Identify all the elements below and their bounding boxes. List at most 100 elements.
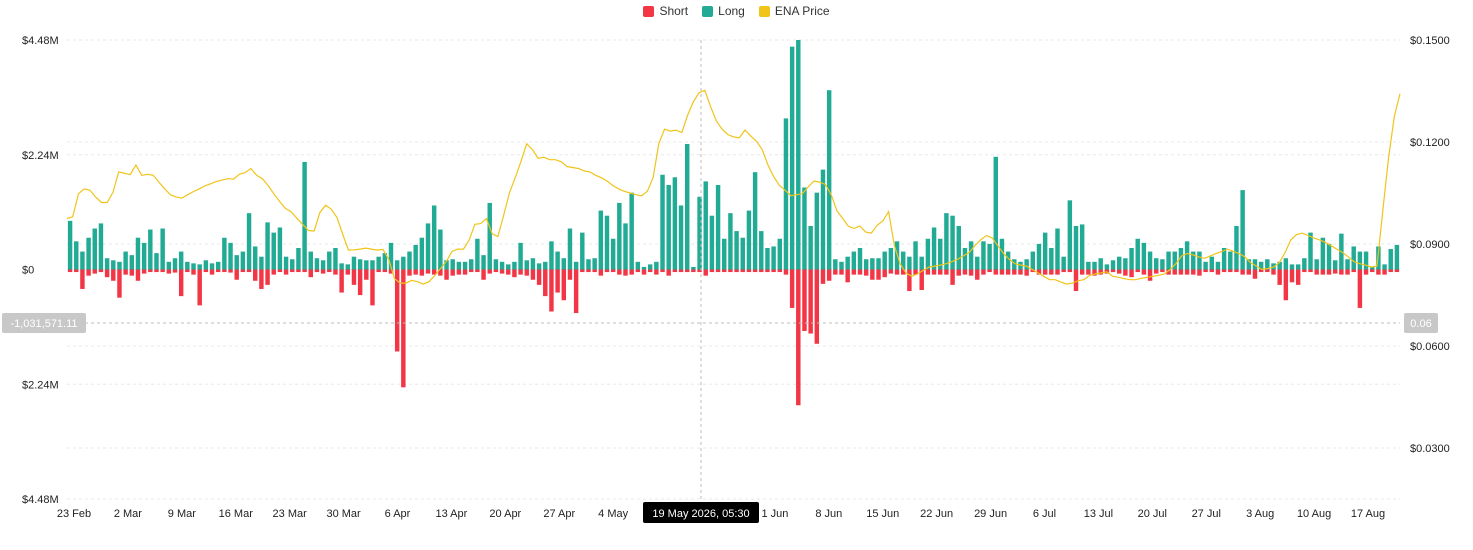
long-bar[interactable] [1265, 259, 1270, 270]
short-bar[interactable] [1370, 269, 1375, 273]
long-bar[interactable] [672, 177, 678, 270]
ena-price-line[interactable] [66, 89, 1401, 285]
legend-item-short[interactable]: Short [643, 4, 688, 18]
short-bar[interactable] [518, 269, 523, 275]
long-bar[interactable] [1320, 237, 1326, 270]
long-bar[interactable] [1394, 244, 1400, 270]
short-bar[interactable] [555, 269, 560, 293]
short-bar[interactable] [1289, 269, 1295, 283]
short-bar[interactable] [80, 269, 85, 289]
legend-item-long[interactable]: Long [702, 4, 745, 18]
short-bar[interactable] [530, 269, 536, 280]
long-bar[interactable] [907, 256, 912, 270]
long-bar[interactable] [388, 242, 394, 270]
long-bar[interactable] [1351, 246, 1356, 270]
short-bar[interactable] [684, 269, 690, 273]
short-bar[interactable] [487, 269, 492, 274]
long-bar[interactable] [1197, 251, 1202, 270]
long-bar[interactable] [944, 213, 949, 270]
long-bar[interactable] [215, 261, 221, 270]
short-bar[interactable] [863, 269, 869, 276]
short-bar[interactable] [968, 269, 974, 276]
long-bar[interactable] [351, 256, 357, 270]
short-bar[interactable] [401, 269, 406, 388]
long-bar[interactable] [1116, 256, 1122, 270]
long-bar[interactable] [1363, 251, 1369, 270]
short-bar[interactable] [197, 269, 202, 306]
long-bar[interactable] [290, 259, 295, 270]
long-bar[interactable] [1326, 243, 1332, 270]
short-bar[interactable] [1240, 269, 1245, 275]
long-bar[interactable] [1246, 259, 1252, 270]
short-bar[interactable] [938, 269, 943, 275]
long-bar[interactable] [302, 161, 307, 270]
short-bar[interactable] [425, 269, 431, 274]
short-bar[interactable] [709, 269, 715, 273]
short-bar[interactable] [1116, 269, 1122, 274]
short-bar[interactable] [950, 269, 955, 285]
short-bar[interactable] [870, 269, 875, 280]
long-bar[interactable] [1005, 251, 1011, 270]
short-bar[interactable] [857, 269, 863, 275]
short-bar[interactable] [1123, 269, 1128, 276]
long-bar[interactable] [1252, 259, 1258, 270]
short-bar[interactable] [759, 269, 764, 273]
short-bar[interactable] [370, 269, 375, 306]
long-bar[interactable] [863, 259, 869, 270]
long-bar[interactable] [1123, 258, 1128, 270]
long-bar[interactable] [543, 261, 548, 270]
long-bar[interactable] [431, 205, 437, 270]
long-bar[interactable] [518, 242, 523, 270]
short-bar[interactable] [376, 269, 381, 273]
short-bar[interactable] [1228, 269, 1233, 273]
long-bar[interactable] [401, 256, 406, 270]
short-bar[interactable] [1394, 269, 1400, 273]
long-bar[interactable] [586, 259, 591, 270]
short-bar[interactable] [1154, 269, 1159, 274]
long-bar[interactable] [950, 215, 955, 270]
long-bar[interactable] [740, 237, 745, 270]
short-bar[interactable] [962, 269, 968, 275]
long-bar[interactable] [209, 263, 215, 270]
short-bar[interactable] [123, 269, 128, 275]
short-bar[interactable] [407, 269, 412, 276]
long-bar[interactable] [456, 261, 462, 270]
long-bar[interactable] [1036, 243, 1042, 270]
long-bar[interactable] [185, 261, 190, 270]
long-bar[interactable] [92, 228, 97, 270]
short-bar[interactable] [833, 269, 838, 275]
long-bar[interactable] [1042, 232, 1048, 270]
short-bar[interactable] [820, 269, 826, 284]
long-bar[interactable] [1147, 251, 1153, 270]
long-bar[interactable] [1135, 238, 1140, 270]
short-bar[interactable] [320, 269, 326, 274]
short-bar[interactable] [1141, 269, 1147, 275]
long-bar[interactable] [1209, 256, 1214, 270]
long-bar[interactable] [703, 181, 708, 270]
long-bar[interactable] [364, 260, 369, 270]
short-bar[interactable] [1339, 269, 1344, 275]
short-bar[interactable] [240, 269, 246, 273]
long-bar[interactable] [222, 237, 227, 270]
short-bar[interactable] [1295, 269, 1301, 285]
short-bar[interactable] [67, 269, 73, 273]
short-bar[interactable] [228, 269, 233, 273]
short-bar[interactable] [561, 269, 567, 301]
long-bar[interactable] [475, 238, 480, 270]
long-bar[interactable] [802, 187, 807, 270]
short-bar[interactable] [765, 269, 770, 273]
short-bar[interactable] [1030, 269, 1036, 273]
long-bar[interactable] [975, 256, 980, 270]
long-bar[interactable] [1277, 261, 1282, 270]
long-bar[interactable] [1166, 251, 1171, 270]
long-bar[interactable] [271, 232, 276, 270]
short-bar[interactable] [357, 269, 363, 296]
short-bar[interactable] [1092, 269, 1097, 276]
short-bar[interactable] [185, 269, 190, 273]
short-bar[interactable] [944, 269, 949, 275]
long-bar[interactable] [80, 251, 85, 270]
short-bar[interactable] [277, 269, 283, 273]
long-bar[interactable] [67, 220, 73, 270]
long-bar[interactable] [178, 251, 184, 270]
long-bar[interactable] [1073, 225, 1079, 270]
